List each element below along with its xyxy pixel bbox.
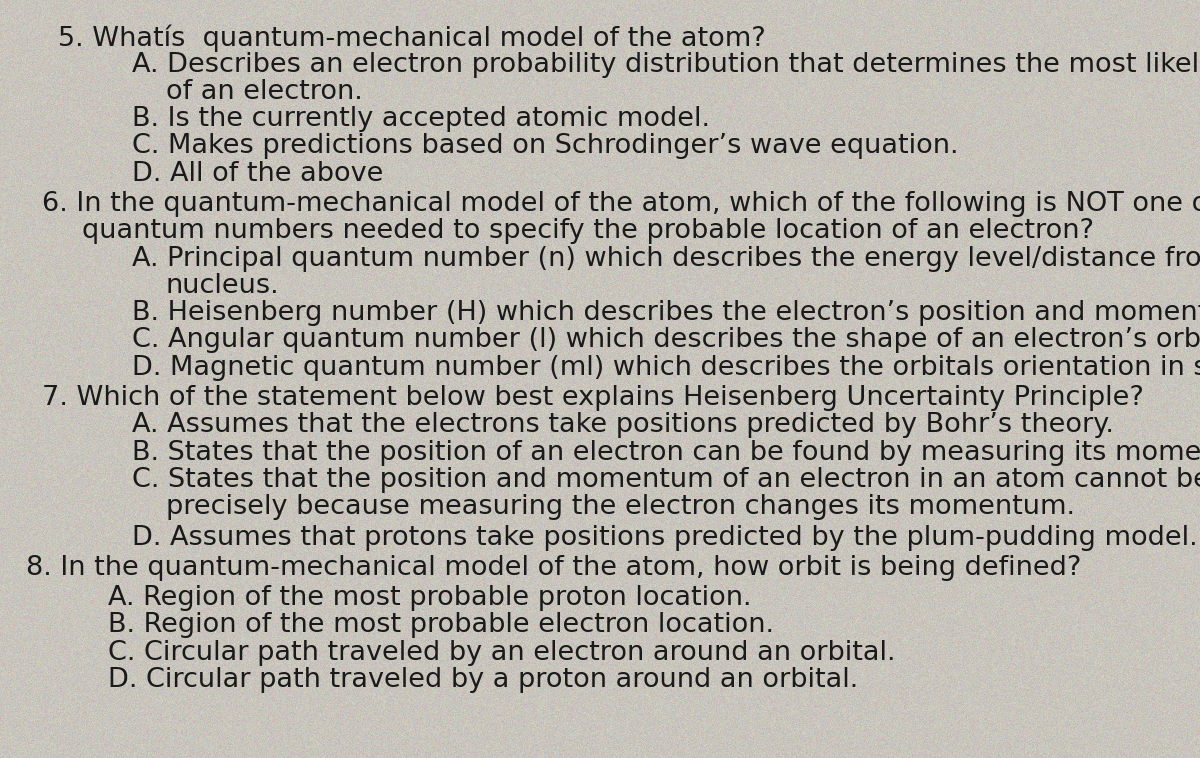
Text: D. All of the above: D. All of the above bbox=[132, 161, 383, 186]
Text: of an electron.: of an electron. bbox=[166, 79, 362, 105]
Text: C. Circular path traveled by an electron around an orbital.: C. Circular path traveled by an electron… bbox=[108, 640, 895, 666]
Text: 6. In the quantum-mechanical model of the atom, which of the following is NOT on: 6. In the quantum-mechanical model of th… bbox=[42, 191, 1200, 217]
Text: A. Principal quantum number (n) which describes the energy level/distance from t: A. Principal quantum number (n) which de… bbox=[132, 246, 1200, 271]
Text: A. Assumes that the electrons take positions predicted by Bohr’s theory.: A. Assumes that the electrons take posit… bbox=[132, 412, 1114, 438]
Text: 8. In the quantum-mechanical model of the atom, how orbit is being defined?: 8. In the quantum-mechanical model of th… bbox=[26, 555, 1081, 581]
Text: B. Is the currently accepted atomic model.: B. Is the currently accepted atomic mode… bbox=[132, 106, 710, 132]
Text: C. States that the position and momentum of an electron in an atom cannot be fou: C. States that the position and momentum… bbox=[132, 467, 1200, 493]
Text: 7. Which of the statement below best explains Heisenberg Uncertainty Principle?: 7. Which of the statement below best exp… bbox=[42, 385, 1144, 411]
Text: A. Describes an electron probability distribution that determines the most likel: A. Describes an electron probability dis… bbox=[132, 52, 1200, 77]
Text: B. States that the position of an electron can be found by measuring its momentu: B. States that the position of an electr… bbox=[132, 440, 1200, 465]
Text: 5. Whatís  quantum-mechanical model of the atom?: 5. Whatís quantum-mechanical model of th… bbox=[58, 24, 766, 52]
Text: C. Angular quantum number (l) which describes the shape of an electron’s orbital: C. Angular quantum number (l) which desc… bbox=[132, 327, 1200, 353]
Text: D. Assumes that protons take positions predicted by the plum-pudding model.: D. Assumes that protons take positions p… bbox=[132, 525, 1198, 550]
Text: A. Region of the most probable proton location.: A. Region of the most probable proton lo… bbox=[108, 585, 751, 611]
Text: nucleus.: nucleus. bbox=[166, 273, 280, 299]
Text: B. Region of the most probable electron location.: B. Region of the most probable electron … bbox=[108, 612, 774, 638]
Text: B. Heisenberg number (H) which describes the electron’s position and momentum.: B. Heisenberg number (H) which describes… bbox=[132, 300, 1200, 326]
Text: precisely because measuring the electron changes its momentum.: precisely because measuring the electron… bbox=[166, 494, 1075, 520]
Text: C. Makes predictions based on Schrodinger’s wave equation.: C. Makes predictions based on Schrodinge… bbox=[132, 133, 959, 159]
Text: quantum numbers needed to specify the probable location of an electron?: quantum numbers needed to specify the pr… bbox=[82, 218, 1093, 244]
Text: D. Magnetic quantum number (ml) which describes the orbitals orientation in spac: D. Magnetic quantum number (ml) which de… bbox=[132, 355, 1200, 381]
Text: D. Circular path traveled by a proton around an orbital.: D. Circular path traveled by a proton ar… bbox=[108, 667, 858, 693]
